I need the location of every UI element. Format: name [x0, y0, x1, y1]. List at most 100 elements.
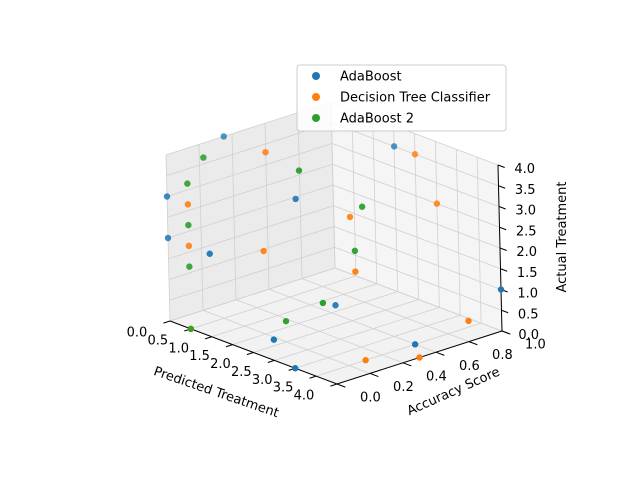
z-tick-mark [501, 309, 509, 314]
y-tick-mark [435, 351, 445, 356]
tick-labels: 0.00.51.01.52.02.53.03.54.0 0.00.20.40.60… [127, 162, 546, 405]
x-tick-label: 1.5 [189, 349, 210, 364]
z-tick-label: 4.0 [514, 162, 535, 177]
data-point-adaboost [411, 341, 419, 348]
gridline-z-left [168, 226, 335, 280]
legend-box [296, 64, 507, 132]
x-tick-mark [246, 352, 254, 356]
legend: AdaBoost Decision Tree Classifier AdaBoo… [296, 64, 507, 132]
data-point-adaboost-2 [295, 167, 303, 174]
x-tick-label: 4.0 [294, 389, 315, 404]
z-tick-label: 0.5 [518, 307, 539, 322]
data-point-decision-tree-classifier [352, 268, 359, 275]
y-tick-mark [402, 362, 412, 367]
gridline-z-left [168, 205, 334, 260]
gridline-z-left [166, 143, 333, 197]
legend-marker-adaboost-2 [312, 114, 320, 122]
gridline-x-floor [316, 322, 482, 377]
data-point-adaboost-2 [358, 203, 366, 210]
gridline-y-floor [301, 278, 470, 342]
y-tick-label: 0.2 [393, 380, 414, 395]
gridline-x-floor [211, 283, 377, 338]
data-point-adaboost [164, 234, 172, 242]
z-tick-mark [500, 268, 508, 272]
gridline-y-floor [202, 310, 371, 374]
z-tick-mark [499, 247, 507, 251]
z-tick-label: 0.0 [518, 328, 539, 343]
data-points [163, 133, 505, 372]
gridline-z-right [334, 267, 503, 332]
x-tick-mark [204, 336, 212, 340]
z-tick-label: 1.5 [517, 266, 538, 281]
gridline-x-floor [232, 291, 398, 346]
x-tick-label: 0.5 [148, 333, 169, 348]
z-tick-mark [498, 206, 506, 210]
x-tick-label: 2.5 [231, 365, 252, 380]
data-point-decision-tree-classifier [362, 357, 369, 364]
x-tick-label: 3.0 [252, 373, 273, 388]
gridline-z-left [166, 122, 332, 177]
z-tick-label: 1.0 [517, 287, 538, 302]
gridline-x-floor [190, 275, 356, 330]
x-tick-label: 2.0 [210, 357, 231, 372]
legend-marker-decision-tree [312, 93, 320, 101]
x-tick-mark [163, 320, 171, 324]
y-tick-label: 0.6 [459, 359, 480, 374]
data-point-decision-tree-classifier [416, 354, 423, 361]
data-point-adaboost [390, 143, 398, 150]
data-point-adaboost [220, 133, 227, 140]
x-tick-label: 0.0 [127, 326, 148, 341]
x-tick-mark [267, 359, 275, 363]
data-point-adaboost-2 [319, 299, 327, 307]
gridline-x-floor [253, 299, 419, 353]
z-tick-mark [497, 164, 505, 168]
data-point-decision-tree-classifier [260, 247, 267, 255]
data-point-decision-tree-classifier [262, 149, 269, 156]
legend-label-adaboost-2: AdaBoost 2 [340, 112, 414, 127]
data-point-adaboost-2 [187, 325, 195, 333]
y-tick-label: 1.0 [525, 338, 546, 353]
data-point-adaboost-2 [200, 154, 207, 161]
data-point-adaboost [163, 193, 171, 200]
y-tick-mark [369, 372, 379, 378]
legend-marker-adaboost [312, 72, 320, 80]
data-point-decision-tree-classifier [346, 213, 354, 221]
data-point-decision-tree-classifier [184, 201, 192, 208]
data-point-decision-tree-classifier [465, 317, 472, 325]
data-point-adaboost [332, 302, 339, 309]
gridline-z-left [169, 267, 336, 322]
z-tick-mark [499, 226, 507, 231]
data-point-adaboost-2 [351, 247, 359, 255]
data-point-decision-tree-classifier [433, 200, 441, 207]
x-tick-mark [309, 375, 317, 379]
data-point-adaboost [497, 286, 505, 293]
data-point-adaboost-2 [186, 263, 193, 270]
data-point-adaboost [270, 336, 278, 343]
x-tick-mark [225, 344, 233, 348]
x-tick-mark [330, 383, 338, 387]
z-tick-mark [498, 185, 506, 189]
x-tick-label: 1.0 [168, 341, 189, 356]
data-point-decision-tree-classifier [185, 242, 193, 250]
z-axis-label: Actual Treatment [555, 181, 570, 292]
gridline-z-right [332, 184, 501, 249]
z-tick-label: 3.5 [515, 183, 536, 198]
gridline-y-floor [268, 288, 437, 353]
legend-label-decision-tree: Decision Tree Classifier [340, 91, 491, 106]
data-point-adaboost-2 [185, 221, 192, 229]
gridline-z-right [331, 143, 500, 207]
data-point-adaboost [292, 365, 299, 372]
gridline-x-floor [295, 314, 461, 369]
z-tick-label: 3.0 [515, 204, 536, 219]
gridline-z-right [333, 205, 501, 270]
gridline-z-right [334, 246, 502, 311]
gridline-z-right [332, 163, 500, 228]
gridline-z-left [169, 246, 335, 301]
data-point-adaboost [206, 250, 213, 257]
z-tick-mark [501, 330, 509, 334]
data-point-adaboost [292, 195, 299, 203]
gridline-y-floor [235, 299, 404, 364]
z-tick-label: 2.5 [516, 224, 537, 239]
x-tick-label: 3.5 [273, 381, 294, 396]
